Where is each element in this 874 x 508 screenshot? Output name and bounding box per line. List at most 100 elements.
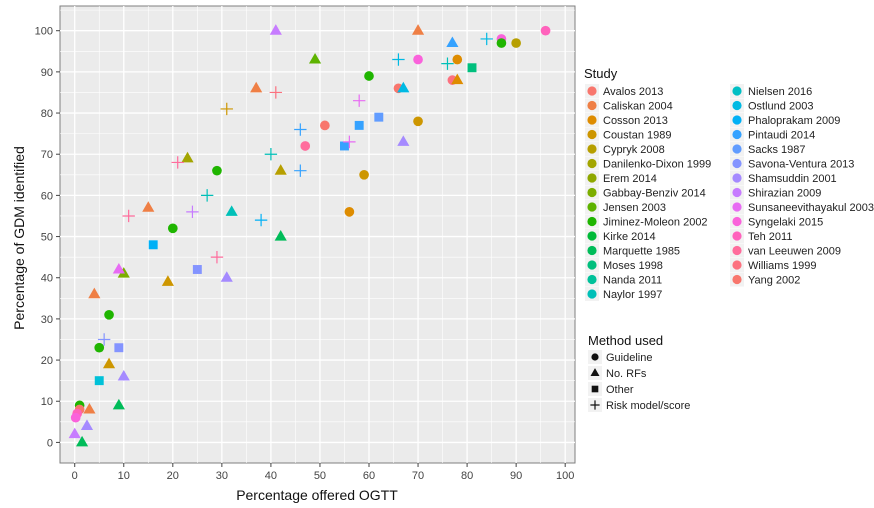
legend-swatch — [587, 231, 597, 241]
legend-swatch — [587, 202, 597, 212]
legend-swatch — [732, 144, 742, 154]
legend-study-label: Marquette 1985 — [603, 246, 680, 258]
data-point — [264, 148, 278, 161]
legend-study-label: Ostlund 2003 — [748, 101, 813, 113]
x-tick-label: 0 — [72, 470, 78, 482]
legend-swatch — [732, 187, 742, 198]
legend-study-label: Teh 2011 — [748, 231, 792, 243]
data-point — [269, 24, 282, 35]
legend-method-label: Risk model/score — [606, 400, 690, 412]
data-point — [354, 120, 364, 130]
legend-shape — [591, 385, 599, 393]
legend-study-items: Avalos 2013 Caliskan 2004 Cosson 2013 Coust… — [585, 84, 874, 301]
legend-swatch — [732, 86, 742, 96]
data-point — [200, 189, 214, 202]
data-points — [68, 24, 551, 447]
legend-study-label: Shirazian 2009 — [748, 188, 821, 200]
data-point — [94, 376, 104, 386]
data-point — [220, 102, 233, 116]
data-point — [225, 205, 238, 216]
y-tick-label: 80 — [41, 108, 53, 120]
data-point — [80, 419, 94, 430]
legend-swatch — [732, 202, 742, 212]
legend-study-label: Yang 2002 — [748, 275, 800, 287]
y-tick-label: 40 — [41, 273, 53, 285]
legend-swatch — [587, 187, 597, 198]
data-point — [397, 81, 410, 93]
legend-swatch — [587, 158, 597, 169]
data-point — [254, 213, 268, 227]
legend-swatch — [732, 129, 742, 140]
data-point — [70, 412, 81, 423]
data-point — [452, 54, 463, 65]
data-point — [161, 275, 174, 286]
legend-study-label: Erem 2014 — [603, 173, 657, 185]
legend-study-label: Sunsaneevithayakul 2003 — [748, 202, 874, 214]
x-axis-title: Percentage offered OGTT — [236, 487, 398, 503]
legend-swatch — [587, 173, 597, 183]
x-tick-label: 50 — [314, 470, 326, 482]
legend-study-label: Cosson 2013 — [603, 115, 668, 127]
legend-study-label: Gabbay-Benziv 2014 — [603, 188, 706, 200]
data-point — [364, 71, 374, 81]
data-point — [148, 240, 158, 250]
data-point — [75, 435, 89, 447]
plot-panel — [59, 5, 576, 464]
legend-study-label: Jensen 2003 — [603, 202, 666, 214]
x-tick-label: 20 — [167, 470, 179, 482]
grid — [60, 6, 575, 463]
data-point — [88, 287, 101, 299]
legend-method-label: Other — [606, 384, 634, 396]
legend-study-title: Study — [584, 66, 618, 81]
data-point — [374, 112, 384, 122]
legend-swatch — [732, 100, 742, 111]
legend-study-label: Shamsuddin 2001 — [748, 173, 837, 185]
data-point — [451, 73, 464, 85]
legend-method-items: Guideline No. RFs Other Risk model/score — [588, 350, 690, 412]
y-tick-label: 90 — [41, 67, 53, 79]
y-tick-label: 0 — [47, 437, 53, 449]
data-point — [411, 24, 425, 35]
data-point — [446, 36, 459, 48]
y-tick-label: 20 — [41, 355, 53, 367]
y-tick-label: 60 — [41, 190, 53, 202]
legend-swatch — [587, 144, 597, 154]
legend-shape — [590, 368, 600, 376]
data-point — [320, 120, 330, 131]
data-point — [340, 141, 349, 151]
y-axis-ticks: 0 10 20 30 40 50 60 70 80 90 100 — [35, 26, 60, 449]
y-tick-label: 50 — [41, 232, 53, 244]
legend-study-label: Naylor 1997 — [603, 289, 662, 301]
data-point — [294, 164, 307, 177]
x-tick-label: 90 — [510, 470, 522, 482]
data-point — [511, 38, 521, 48]
data-point — [220, 271, 233, 282]
legend-method-label: No. RFs — [606, 368, 647, 380]
legend-swatch — [587, 100, 597, 111]
data-point — [274, 230, 287, 241]
data-point — [397, 135, 410, 146]
legend-study-label: Syngelaki 2015 — [748, 217, 823, 229]
legend-swatch — [732, 158, 742, 169]
y-tick-label: 30 — [41, 314, 53, 326]
legend-swatch — [732, 173, 742, 183]
x-tick-label: 70 — [412, 470, 424, 482]
data-point — [68, 427, 81, 439]
data-point — [413, 54, 423, 65]
data-point — [274, 164, 287, 175]
legend-study-label: Phaloprakam 2009 — [748, 115, 840, 127]
x-axis-ticks: 0 10 20 30 40 50 60 70 80 90 100 — [72, 463, 574, 482]
y-tick-label: 100 — [35, 26, 53, 38]
legend-swatch — [587, 260, 597, 270]
data-point — [480, 32, 493, 46]
data-point — [192, 265, 202, 274]
legend-method-title: Method used — [588, 333, 663, 348]
legend-swatch — [732, 260, 742, 270]
data-point — [308, 52, 322, 64]
data-point — [540, 25, 551, 36]
data-point — [171, 156, 184, 169]
data-point — [441, 57, 454, 70]
legend: Study Avalos 2013 Caliskan 2004 Cosson 201… — [584, 66, 874, 412]
legend-study-label: Avalos 2013 — [603, 86, 663, 98]
data-point — [112, 398, 125, 410]
